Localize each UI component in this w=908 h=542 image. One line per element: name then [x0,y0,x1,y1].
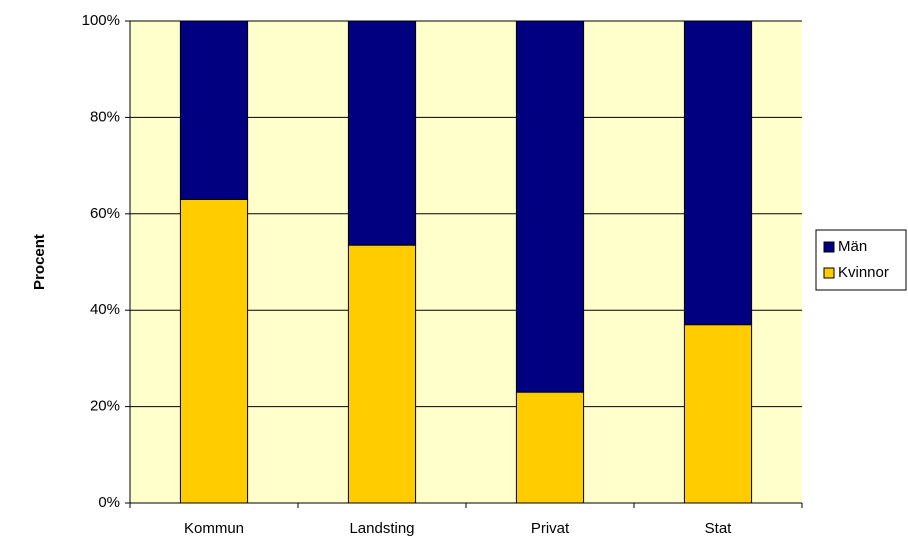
legend-box [815,229,907,291]
x-tick-label: Stat [705,520,733,537]
bar-segment [347,20,417,246]
legend-label: Kvinnor [838,264,889,281]
y-tick-label: 20% [90,398,120,415]
legend-swatch [823,241,835,253]
bar-segment [347,244,417,504]
bar-segment [515,391,585,504]
bar-segment [179,20,249,200]
y-tick-label: 40% [90,301,120,318]
legend-swatch [823,267,835,279]
bar-segment [179,198,249,504]
y-axis-label: Procent [31,234,48,290]
bar-segment [515,20,585,393]
x-tick-label: Kommun [184,520,244,537]
y-tick-label: 100% [82,12,120,29]
x-tick-label: Privat [531,520,570,537]
y-tick-label: 0% [98,494,120,511]
y-tick-label: 80% [90,108,120,125]
bar-segment [683,20,753,326]
y-tick-label: 60% [90,205,120,222]
bar-segment [683,324,753,504]
legend-label: Män [838,238,867,255]
x-tick-label: Landsting [349,520,414,537]
